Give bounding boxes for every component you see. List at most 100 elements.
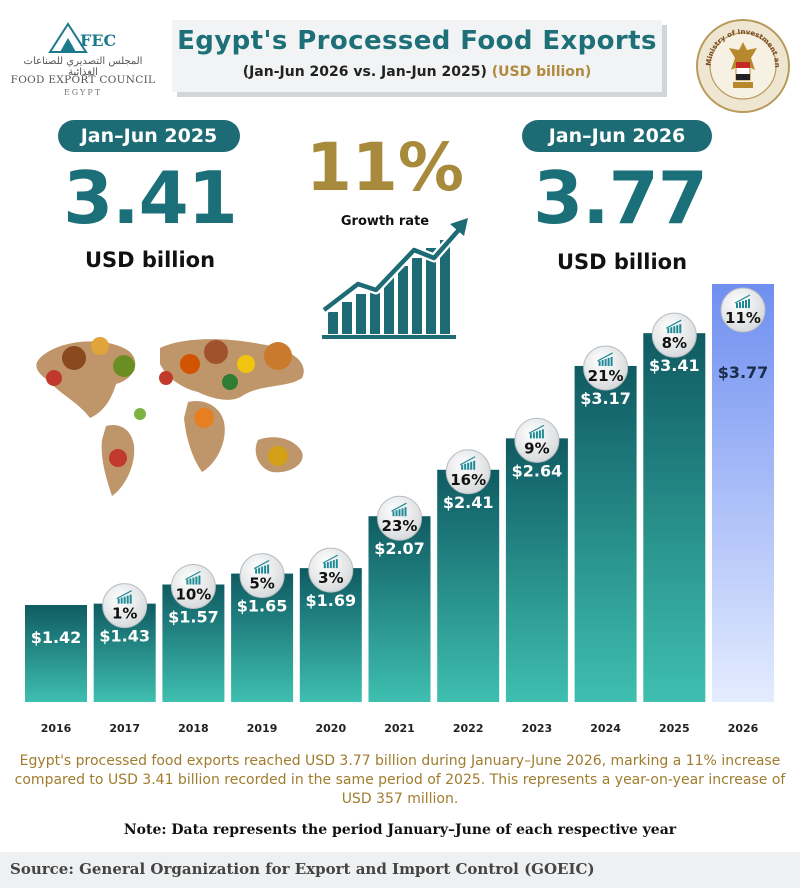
bar-2024	[574, 365, 637, 702]
period-2025-badge: Jan–Jun 2025	[58, 120, 240, 152]
value-2025-unit: USD billion	[84, 248, 216, 272]
mini-growth-icon	[185, 570, 201, 585]
x-tick-2022: 2022	[453, 722, 484, 735]
growth-bubble-circle	[377, 495, 422, 541]
x-tick-2021: 2021	[384, 722, 415, 735]
growth-rate-value: 11%	[306, 129, 464, 206]
growth-bubble-2021: 23%	[377, 495, 422, 541]
bar-2023	[505, 438, 568, 702]
growth-rate-label: Growth rate	[340, 214, 430, 229]
world-map-food-illustration	[36, 337, 304, 496]
growth-label-2026: 11%	[725, 309, 761, 327]
growth-bubble-circle	[651, 312, 697, 358]
x-tick-2017: 2017	[109, 722, 140, 735]
mini-growth-icon	[597, 352, 613, 366]
growth-label-2025: 8%	[662, 334, 687, 352]
value-2025: 3.41	[63, 156, 238, 240]
source-text: Source: General Organization for Export …	[10, 860, 595, 878]
value-label-2024: $3.17	[580, 389, 631, 408]
pyramid-logo-icon: FEC	[48, 22, 116, 53]
value-label-2026: $3.77	[718, 363, 769, 382]
growth-bubble-2019: 5%	[239, 553, 285, 599]
x-tick-2018: 2018	[178, 722, 209, 735]
value-label-2018: $1.57	[168, 608, 219, 627]
growth-label-2023: 9%	[524, 439, 549, 457]
mini-growth-icon	[322, 554, 339, 569]
period-2026-badge: Jan–Jun 2026	[522, 120, 712, 152]
mini-growth-icon	[116, 590, 132, 604]
growth-chart-icon	[321, 218, 468, 339]
growth-bubble-2024: 21%	[583, 345, 629, 391]
logo-acronym: FEC	[80, 31, 116, 50]
x-tick-2016: 2016	[41, 722, 72, 735]
x-tick-2019: 2019	[247, 722, 278, 735]
value-label-2017: $1.43	[99, 627, 150, 646]
value-label-2020: $1.69	[305, 591, 356, 610]
growth-bubbles-layer: 1% 10% 5% 3% 23% 16% 9% 21% 8% 11%	[102, 287, 766, 629]
value-labels-layer: $1.42 $1.43 $1.57 $1.65 $1.69 $2.07 $2.41 $2.64…	[31, 356, 769, 647]
bar-2021	[368, 516, 431, 702]
value-label-2019: $1.65	[237, 597, 288, 616]
value-label-2021: $2.07	[374, 539, 425, 558]
page-title: Egypt's Processed Food Exports	[177, 26, 657, 56]
growth-label-2017: 1%	[112, 605, 137, 623]
bar-2022	[437, 469, 500, 702]
x-tick-2026: 2026	[728, 722, 759, 735]
logo-country: EGYPT	[63, 88, 103, 97]
value-2026: 3.77	[533, 156, 708, 240]
value-label-2023: $2.64	[512, 461, 563, 480]
mini-growth-icon	[666, 319, 682, 334]
description-text: Egypt's processed food exports reached U…	[14, 753, 786, 807]
growth-bubble-2026: 11%	[720, 287, 766, 333]
exports-bar-chart: $1.42 $1.43 $1.57 $1.65 $1.69 $2.07 $2.41 $2.64…	[25, 284, 774, 735]
growth-bubble-circle	[720, 287, 766, 333]
mini-growth-icon	[391, 502, 407, 517]
growth-bubble-circle	[102, 583, 148, 629]
growth-bubble-2023: 9%	[514, 417, 560, 463]
bar-2026	[712, 284, 774, 702]
value-2026-unit: USD billion	[556, 250, 688, 274]
growth-bubble-2025: 8%	[651, 312, 697, 358]
subtitle-unit: (USD billion)	[491, 64, 592, 80]
food-export-council-logo: FEC المجلس التصديري للصناعات الغذائية FO…	[8, 18, 158, 100]
x-tick-2024: 2024	[590, 722, 621, 735]
growth-label-2020: 3%	[318, 569, 343, 587]
growth-bubble-2018: 10%	[170, 564, 216, 610]
x-tick-2025: 2025	[659, 722, 690, 735]
page-subtitle: (Jan-Jun 2026 vs. Jan-Jun 2025) (USD bil…	[172, 64, 662, 80]
growth-bubble-2017: 1%	[102, 583, 148, 629]
growth-label-2018: 10%	[175, 586, 211, 604]
source-bar: Source: General Organization for Export …	[0, 852, 800, 888]
growth-bubble-2020: 3%	[308, 547, 354, 593]
growth-label-2022: 16%	[450, 471, 486, 489]
growth-bubble-circle	[308, 547, 354, 593]
ministry-seal-icon: Ministry of Investment and Foreign Trade	[695, 18, 790, 113]
x-tick-2020: 2020	[315, 722, 346, 735]
growth-bubble-circle	[583, 345, 629, 391]
mini-growth-icon	[253, 560, 270, 574]
growth-bubble-2022: 16%	[445, 449, 491, 495]
mini-growth-icon	[528, 424, 545, 439]
mini-growth-icon	[459, 456, 476, 470]
mini-growth-icon	[734, 294, 751, 308]
growth-label-2019: 5%	[249, 575, 274, 593]
growth-label-2021: 23%	[382, 517, 418, 535]
x-axis: 2016 2017 2018 2019 2020 2021 2022 2023 2024 2025…	[41, 722, 759, 735]
value-label-2016: $1.42	[31, 628, 82, 647]
value-label-2025: $3.41	[649, 356, 700, 375]
growth-label-2024: 21%	[588, 367, 624, 385]
growth-bubble-circle	[170, 564, 216, 610]
growth-bubble-circle	[445, 449, 491, 495]
growth-bubble-circle	[514, 417, 560, 463]
value-label-2022: $2.41	[443, 493, 494, 512]
bar-2016	[25, 605, 87, 702]
logo-name: FOOD EXPORT COUNCIL	[10, 74, 156, 86]
subtitle-period: (Jan-Jun 2026 vs. Jan-Jun 2025)	[242, 64, 487, 80]
logo-arabic-name: المجلس التصديري للصناعات الغذائية	[23, 56, 143, 78]
growth-bubble-circle	[239, 553, 285, 599]
bar-2025	[643, 333, 706, 702]
title-box: Egypt's Processed Food Exports (Jan-Jun …	[172, 20, 662, 92]
x-tick-2023: 2023	[522, 722, 553, 735]
data-note: Note: Data represents the period January…	[123, 822, 677, 838]
